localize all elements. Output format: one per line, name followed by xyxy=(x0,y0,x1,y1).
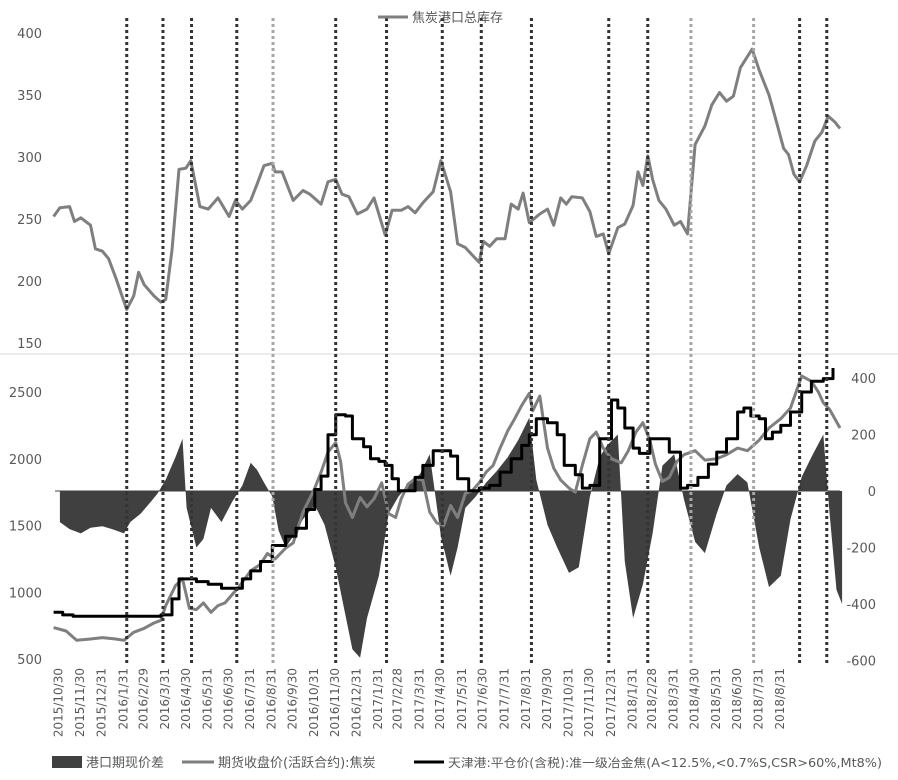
left-y-tick-label: 1500 xyxy=(9,520,42,535)
top-y-tick-label: 200 xyxy=(17,275,42,290)
top-y-tick-label: 350 xyxy=(17,89,42,104)
bottom-legend: 港口期现价差 期货收盘价(活跃合约):焦炭 天津港:平仓价(含税):准一级冶金焦(A… xyxy=(52,755,882,771)
guide-lines xyxy=(125,18,829,665)
x-tick-label: 2018/2/28 xyxy=(645,668,659,730)
right-y-tick-label: -200 xyxy=(846,542,876,557)
x-tick-label: 2017/10/31 xyxy=(561,668,575,737)
right-y-tick-label: 200 xyxy=(851,429,876,444)
x-tick-label: 2016/8/31 xyxy=(265,668,279,730)
x-tick-label: 2017/6/30 xyxy=(476,668,490,730)
x-tick-label: 2018/3/31 xyxy=(667,668,681,730)
x-tick-label: 2016/12/31 xyxy=(350,668,364,737)
left-y-tick-label: 500 xyxy=(17,653,42,668)
x-tick-label: 2017/9/30 xyxy=(540,668,554,730)
x-tick-label: 2016/5/31 xyxy=(201,668,215,730)
left-y-tick-label: 2000 xyxy=(9,453,42,468)
x-tick-label: 2017/2/28 xyxy=(391,668,405,730)
x-tick-label: 2016/10/31 xyxy=(307,668,321,737)
x-tick-label: 2017/4/30 xyxy=(433,668,447,730)
x-tick-label: 2015/10/30 xyxy=(52,668,66,737)
x-tick-label: 2017/7/31 xyxy=(497,668,511,730)
x-tick-label: 2016/2/29 xyxy=(137,668,151,730)
x-tick-label: 2018/4/30 xyxy=(687,668,701,730)
x-tick-label: 2017/11/30 xyxy=(582,668,596,737)
x-axis: 2015/10/30 2015/11/30 2015/12/31 2016/1/31 2… xyxy=(52,668,788,737)
x-tick-label: 2016/7/31 xyxy=(243,668,257,730)
bottom-panel: 500 1000 1500 2000 2500 -600 -400 -200 0 200 400 xyxy=(9,368,876,670)
x-tick-label: 2017/8/31 xyxy=(519,668,533,730)
x-tick-label: 2018/5/31 xyxy=(709,668,723,730)
x-tick-label: 2018/8/31 xyxy=(773,668,787,730)
left-y-tick-label: 2500 xyxy=(9,386,42,401)
legend-label-tianjin-spot: 天津港:平仓价(含税):准一级冶金焦(A<12.5%,<0.7%S,CSR>60… xyxy=(448,755,882,770)
legend-swatch-basis-spread xyxy=(52,756,82,768)
x-tick-label: 2017/3/31 xyxy=(412,668,426,730)
top-legend: 焦炭港口总库存 xyxy=(378,10,503,26)
right-y-tick-label: -600 xyxy=(846,655,876,670)
series-area-basis-spread xyxy=(59,417,843,658)
x-tick-label: 2018/6/30 xyxy=(730,668,744,730)
x-tick-label: 2016/6/30 xyxy=(221,668,235,730)
x-tick-label: 2016/9/30 xyxy=(286,668,300,730)
x-tick-label: 2017/12/31 xyxy=(604,668,618,737)
x-tick-label: 2016/4/30 xyxy=(179,668,193,730)
x-tick-label: 2017/5/31 xyxy=(455,668,469,730)
top-y-tick-label: 400 xyxy=(17,27,42,42)
x-tick-label: 2015/12/31 xyxy=(95,668,109,737)
top-panel: 150 200 250 300 350 400 xyxy=(0,27,898,355)
top-y-tick-label: 150 xyxy=(17,337,42,352)
top-y-tick-label: 300 xyxy=(17,151,42,166)
x-tick-label: 2016/11/30 xyxy=(328,668,342,737)
legend-label-futures-close: 期货收盘价(活跃合约):焦炭 xyxy=(218,755,376,771)
series-line-tianjin-spot xyxy=(53,368,835,618)
x-tick-label: 2018/1/31 xyxy=(625,668,639,730)
right-y-tick-label: 0 xyxy=(868,485,876,500)
left-y-tick-label: 1000 xyxy=(9,586,42,601)
x-tick-label: 2016/1/31 xyxy=(116,668,130,730)
right-y-tick-label: 400 xyxy=(851,372,876,387)
legend-label-basis-spread: 港口期现价差 xyxy=(86,756,164,771)
right-y-tick-label: -400 xyxy=(846,598,876,613)
legend-label-port-inventory: 焦炭港口总库存 xyxy=(412,10,503,26)
x-tick-label: 2016/3/31 xyxy=(158,668,172,730)
x-tick-label: 2017/1/31 xyxy=(371,668,385,730)
series-line-port-inventory xyxy=(52,47,842,311)
x-tick-label: 2018/7/31 xyxy=(752,668,766,730)
top-y-tick-label: 250 xyxy=(17,213,42,228)
x-tick-label: 2015/11/30 xyxy=(73,668,87,737)
